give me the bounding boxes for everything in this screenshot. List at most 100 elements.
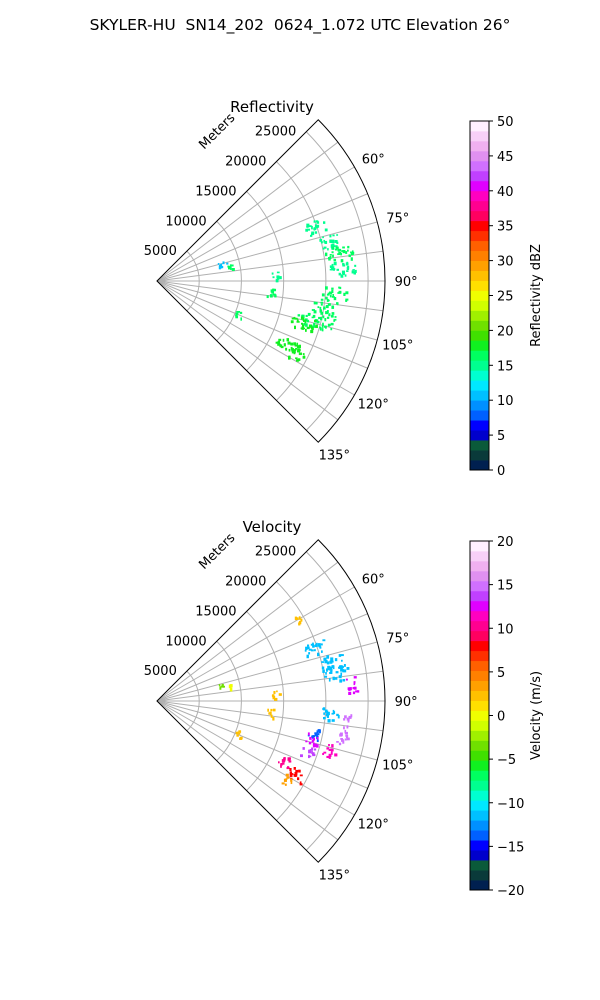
echo-pixel [323,712,326,715]
echo-pixel [319,309,322,313]
echo-cluster [275,338,301,355]
colorbar-tick-label: 15 [497,579,514,594]
echo-pixel [333,261,337,266]
colorbar-swatch [470,320,489,331]
echo-pixel [322,752,325,756]
echo-pixel [231,268,235,271]
echo-pixel [286,776,290,779]
echo-pixel [330,657,334,661]
colorbar-swatch [470,180,489,192]
echo-pixel [332,268,336,270]
echo-pixel [345,262,349,266]
echo-pixel [346,270,349,272]
echo-pixel [297,314,301,317]
echo-pixel [341,659,343,662]
echo-pixel [339,679,343,683]
echo-pixel [330,328,333,331]
echo-pixel [327,248,329,251]
echo-pixel [350,251,352,254]
echo-pixel [238,730,242,733]
echo-pixel [321,666,325,670]
echo-pixel [272,293,276,296]
echo-pixel [322,247,325,250]
echo-cluster [228,684,233,692]
colorbar-tick-label: 0 [497,464,505,479]
echo-pixel [328,313,331,317]
echo-pixel [347,245,350,249]
echo-pixel [334,240,338,243]
echo-pixel [311,747,314,751]
echo-pixel [336,741,339,743]
echo-pixel [294,344,298,347]
colorbar-swatch [470,820,489,831]
colorbar-swatch [470,710,489,721]
echo-pixel [311,752,315,756]
echo-pixel [331,265,334,269]
colorbar-swatch [470,230,489,242]
echo-cluster [235,730,243,740]
echo-pixel [290,342,294,346]
colorbar-swatch [470,390,489,401]
echo-pixel [331,289,334,294]
echo-pixel [297,777,300,781]
echo-cluster [227,264,235,271]
echo-pixel [344,715,347,719]
echo-pixel [347,719,350,723]
echo-pixel [300,618,303,622]
echo-cluster [217,261,229,270]
echo-pixel [331,744,334,748]
echo-pixel [310,234,313,237]
echo-pixel [340,672,343,676]
echo-pixel [326,298,329,302]
echo-pixel [335,671,339,674]
colorbar-tick-label: 25 [497,290,514,305]
echo-pixel [270,714,273,718]
echo-cluster [218,683,226,690]
echo-pixel [330,322,334,326]
echo-pixel [351,250,354,253]
colorbar-swatch [470,870,489,881]
range-tick-label: 25000 [255,545,296,560]
echo-pixel [328,257,331,261]
echo-pixel [324,675,328,678]
echo-pixel [327,711,330,716]
echo-cluster [271,690,282,701]
colorbar-tick-label: −5 [497,753,516,768]
echo-pixel [314,748,317,751]
echo-pixel [277,342,281,346]
echo-pixel [298,358,301,361]
range-tick-label: 10000 [165,634,206,649]
echo-pixel [342,263,345,266]
echo-pixel [340,253,342,256]
echo-pixel [346,266,350,271]
echo-cluster [325,245,355,263]
colorbar-swatch [470,880,489,891]
echo-cluster [322,744,338,759]
echo-pixel [316,737,319,740]
echo-pixel [339,286,342,290]
echo-pixel [334,677,338,680]
echo-pixel [296,319,299,322]
echo-pixel [282,338,285,342]
colorbar-swatch [470,330,489,341]
echo-pixel [280,764,282,768]
echo-pixel [355,690,359,693]
echo-pixel [322,315,325,319]
echo-pixel [338,286,340,289]
echo-pixel [235,731,239,735]
echo-pixel [305,329,307,332]
echo-pixel [285,347,288,351]
echo-pixel [217,263,220,265]
echo-pixel [345,298,349,301]
echo-pixel [320,298,324,301]
colorbar-tick-label: 35 [497,220,514,235]
echo-pixel [314,224,317,228]
echo-cluster [278,757,292,770]
colorbar-swatch [470,260,489,271]
echo-pixel [347,249,349,252]
echo-pixel [331,243,335,248]
echo-pixel [302,314,305,318]
echo-pixel [344,731,348,735]
echo-pixel [296,345,300,349]
echo-pixel [316,733,319,735]
